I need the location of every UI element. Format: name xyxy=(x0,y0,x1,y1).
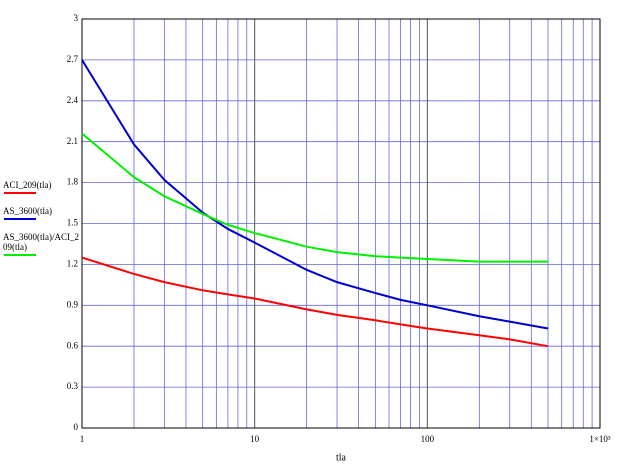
y-tick-label: 1.8 xyxy=(67,177,79,187)
series-line xyxy=(81,132,549,263)
x-tick-label: 1 xyxy=(80,434,85,444)
y-tick-label: 1.5 xyxy=(67,218,79,228)
plot-border xyxy=(81,18,601,429)
y-tick-label: 1.2 xyxy=(67,258,78,268)
legend-label: AS_3600(tla) xyxy=(3,206,52,216)
y-tick-label: 3 xyxy=(74,13,79,23)
y-tick-label: 2.1 xyxy=(67,136,78,146)
y-tick-label: 2.4 xyxy=(67,95,79,105)
legend-label: AS_3600(tla)/ACI_209(tla) xyxy=(3,232,79,252)
x-tick-label: 10 xyxy=(250,434,260,444)
legend-label: ACI_209(tla) xyxy=(3,180,52,190)
y-tick-label: 0.3 xyxy=(67,381,79,391)
y-tick-label: 0 xyxy=(74,422,79,432)
x-tick-label: 100 xyxy=(421,434,435,444)
x-tick-label: 1×10³ xyxy=(589,434,611,444)
series-line xyxy=(81,256,549,348)
y-tick-label: 0.9 xyxy=(67,299,79,309)
series-line xyxy=(81,59,549,330)
y-tick-label: 0.6 xyxy=(67,340,79,350)
y-tick-label: 2.7 xyxy=(67,54,79,64)
x-axis-label: tla xyxy=(336,452,347,463)
